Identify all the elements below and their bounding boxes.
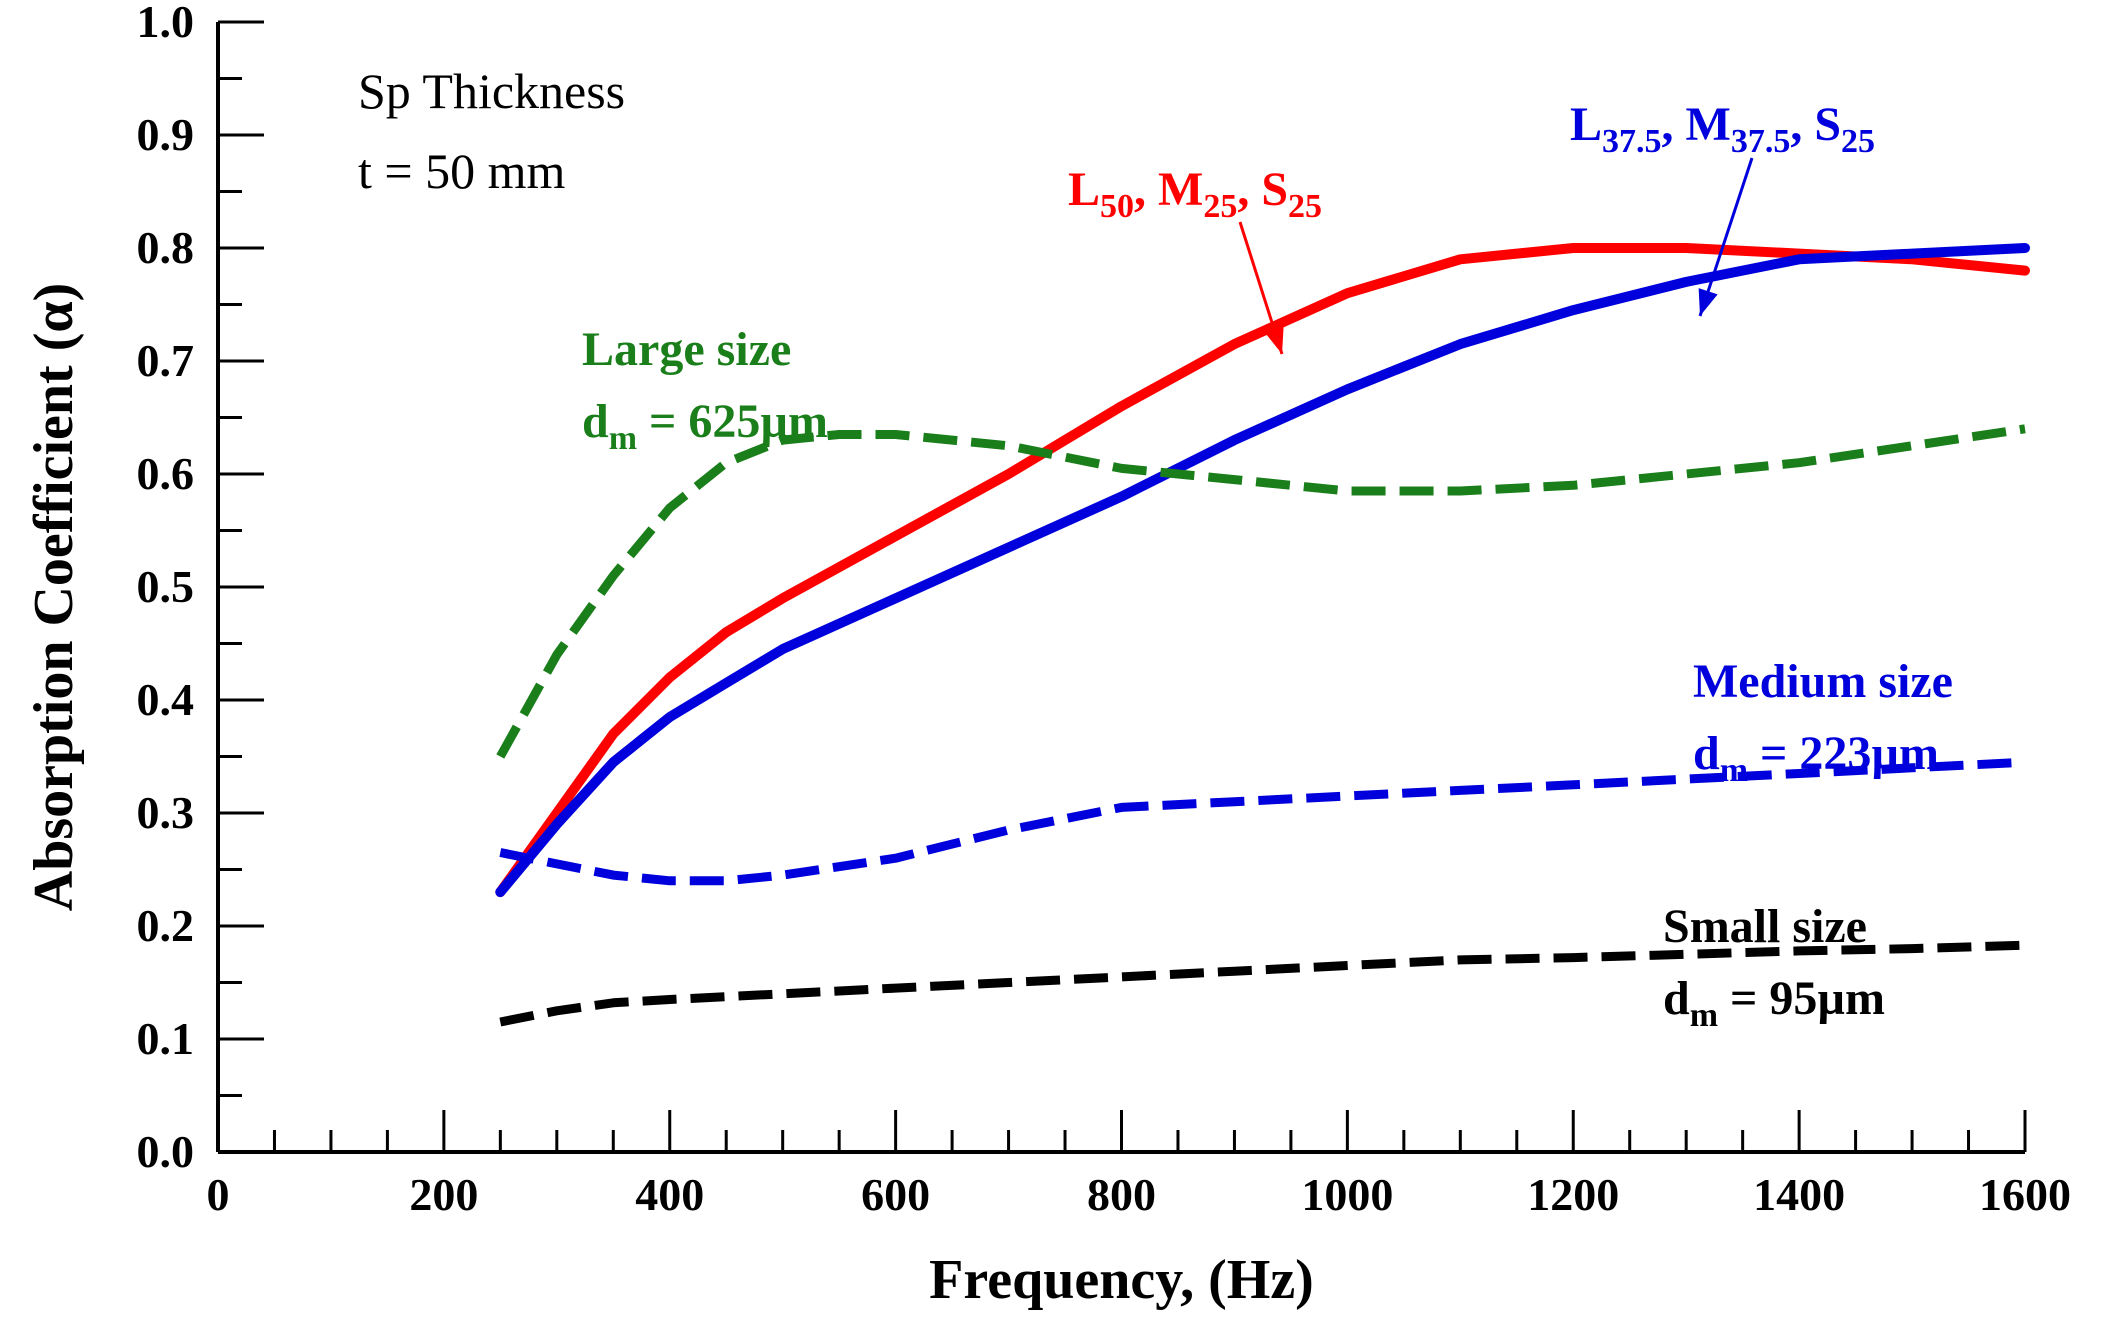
x-tick-label: 1400 <box>1753 1169 1845 1220</box>
x-axis-title: Frequency, (Hz) <box>929 1249 1314 1311</box>
y-tick-label: 1.0 <box>137 0 195 47</box>
label-subscript: 37.5 <box>1602 123 1662 160</box>
x-tick-label: 0 <box>207 1169 230 1220</box>
label-letter: L <box>1570 98 1602 151</box>
label-letter: S <box>1814 98 1841 151</box>
y-tick-label: 0.6 <box>137 448 195 499</box>
label-letter: M <box>1158 163 1203 216</box>
x-tick-label: 400 <box>635 1169 704 1220</box>
note-line-1: Sp Thickness <box>358 63 625 119</box>
sublabel-value: = 95µm <box>1718 972 1885 1025</box>
arrow-head <box>1698 288 1718 316</box>
series-sublabel-medium-size: dm = 223µm <box>1693 727 1939 789</box>
y-tick-label: 0.0 <box>137 1126 195 1177</box>
series-line-medium-size <box>499 757 2026 886</box>
sublabel-subscript: m <box>1690 997 1718 1034</box>
series-line-l37-5-m37-5-s25 <box>495 243 2030 898</box>
label-subscript: 25 <box>1203 188 1237 225</box>
thickness-note: Sp Thickness t = 50 mm <box>358 63 625 199</box>
x-tick-label: 1200 <box>1527 1169 1619 1220</box>
y-axis-title: Absorption Coefficient (α) <box>23 283 85 912</box>
series-sublabel-small-size: dm = 95µm <box>1663 972 1885 1034</box>
y-tick-label: 0.2 <box>137 900 195 951</box>
sublabel-subscript: m <box>1720 752 1748 789</box>
label-separator: , <box>1134 163 1158 216</box>
label-separator: , <box>1790 98 1814 151</box>
label-letter: L <box>1068 163 1100 216</box>
sublabel-symbol: d <box>582 395 609 448</box>
sublabel-value: = 625µm <box>637 395 828 448</box>
arrow-shaft <box>1698 157 1754 317</box>
arrow-head <box>1264 326 1284 354</box>
y-tick-label: 0.9 <box>137 109 195 160</box>
x-tick-label: 800 <box>1087 1169 1156 1220</box>
label-subscript: 25 <box>1288 188 1322 225</box>
series-layer <box>495 243 2030 1027</box>
x-tick-label: 1000 <box>1301 1169 1393 1220</box>
label-letter: M <box>1686 98 1731 151</box>
axis-titles: Frequency, (Hz) Absorption Coefficient (… <box>23 283 1314 1311</box>
series-label-large-size: Large size <box>582 323 791 376</box>
sublabel-symbol: d <box>1663 972 1690 1025</box>
series-sublabel-large-size: dm = 625µm <box>582 395 828 457</box>
axes <box>216 20 2027 1154</box>
label-separator: , <box>1662 98 1686 151</box>
note-line-2: t = 50 mm <box>358 143 565 199</box>
tick-labels: 0.0 0.1 0.2 0.3 0.4 0.5 0.6 0.7 0.8 0.9 1.0 0 200 400… <box>137 0 2072 1220</box>
y-tick-label: 0.5 <box>137 561 195 612</box>
sublabel-symbol: d <box>1693 727 1720 780</box>
x-tick-label: 1600 <box>1979 1169 2071 1220</box>
y-tick-label: 0.8 <box>137 222 195 273</box>
x-tick-label: 200 <box>409 1169 478 1220</box>
label-letter: S <box>1261 163 1288 216</box>
label-subscript: 37.5 <box>1731 123 1791 160</box>
label-subscript: 50 <box>1100 188 1134 225</box>
red-series-arrow <box>1238 221 1284 355</box>
label-separator: , <box>1237 163 1261 216</box>
y-tick-label: 0.7 <box>137 335 195 386</box>
y-tick-label: 0.4 <box>137 674 195 725</box>
y-tick-label: 0.1 <box>137 1013 195 1064</box>
series-label-l37-5-m37-5-s25: L37.5, M37.5, S25 <box>1570 98 1875 160</box>
x-tick-label: 600 <box>861 1169 930 1220</box>
blue-series-arrow <box>1698 157 1754 317</box>
series-label-medium-size: Medium size <box>1693 655 1953 708</box>
sublabel-subscript: m <box>609 420 637 457</box>
series-label-small-size: Small size <box>1663 900 1867 953</box>
y-tick-label: 0.3 <box>137 787 195 838</box>
sublabel-value: = 223µm <box>1748 727 1939 780</box>
label-subscript: 25 <box>1841 123 1875 160</box>
series-label-l50-m25-s25: L50, M25, S25 <box>1068 163 1322 225</box>
series-line-l50-m25-s25 <box>495 243 2030 898</box>
series-line-small-size <box>499 940 2026 1027</box>
series-line-large-size <box>496 424 2026 759</box>
